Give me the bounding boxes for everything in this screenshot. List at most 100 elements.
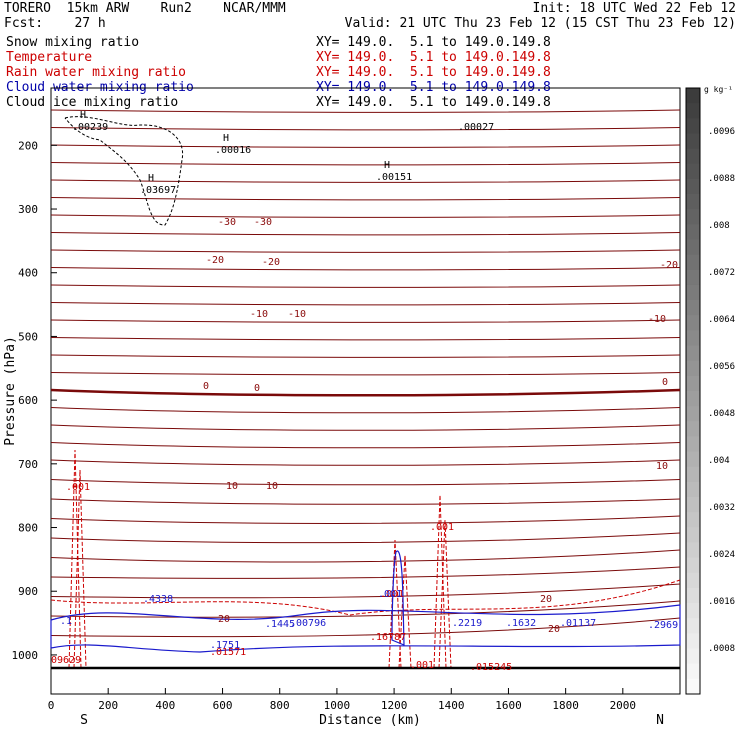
colorbar-tick-label: .0048 <box>708 409 735 419</box>
isotherm <box>50 388 681 397</box>
colorbar-swatch <box>686 663 700 680</box>
colorbar-swatch <box>686 163 700 180</box>
colorbar-swatch <box>686 315 700 331</box>
colorbar-swatch <box>686 678 700 695</box>
isotherm <box>50 109 681 113</box>
colorbar-swatch <box>686 300 700 316</box>
x-tick-label: 200 <box>98 699 118 712</box>
legend-temperature: Temperature <box>6 50 93 65</box>
snow-contour <box>64 116 184 226</box>
x-tick-label: 600 <box>213 699 233 712</box>
x-tick-label: 1600 <box>495 699 522 712</box>
north-label: N <box>656 713 664 728</box>
valid-time: Valid: 21 UTC Thu 23 Feb 12 (15 CST Thu … <box>344 16 736 31</box>
colorbar-swatch <box>686 360 700 377</box>
colorbar-tick-label: .0024 <box>708 550 735 560</box>
legend-cloud-ice: Cloud ice mixing ratio <box>6 95 179 110</box>
isotherm <box>50 249 681 253</box>
x-tick-label: 1800 <box>552 699 579 712</box>
extremum-marker: H <box>384 160 390 171</box>
colorbar-tick-label: .0072 <box>708 268 735 278</box>
extremum-value: .00151 <box>376 172 412 183</box>
temperature-label: 10 <box>656 461 668 472</box>
colorbar-swatch <box>686 148 700 165</box>
rain-contours <box>50 449 681 669</box>
cloud-label: .01137 <box>560 618 596 629</box>
temperature-contours <box>50 109 681 638</box>
y-tick-label: 500 <box>18 330 38 343</box>
x-tick-label: 1000 <box>324 699 351 712</box>
isotherm <box>50 498 681 505</box>
isotherm <box>50 600 681 618</box>
colorbar-swatch <box>686 330 700 347</box>
cloud-contour <box>391 550 405 646</box>
rain-label: 09629 <box>51 655 81 666</box>
colorbar-swatch <box>686 572 700 589</box>
rain-contour <box>50 579 681 616</box>
rain-contour <box>438 519 452 669</box>
isotherm <box>50 442 681 449</box>
isotherm <box>50 583 681 599</box>
rain-label: .001 <box>380 589 404 600</box>
y-axis: 200 300 400 500 600 700 800 900 1000 <box>12 139 57 662</box>
rain-contour <box>68 449 82 669</box>
temperature-label: -20 <box>262 257 280 268</box>
extremum-marker: H <box>223 133 229 144</box>
temperature-label: -10 <box>250 309 268 320</box>
x-axis-label: Distance (km) <box>319 713 421 728</box>
colorbar-tick-label: .0032 <box>708 503 735 513</box>
temperature-label: -20 <box>660 260 678 271</box>
colorbar-swatch <box>686 103 700 119</box>
colorbar-swatch <box>686 587 700 604</box>
colorbar-tick-label: .0088 <box>708 174 735 184</box>
colorbar-swatch <box>686 648 700 665</box>
south-label: S <box>80 713 88 728</box>
colorbar-swatch <box>686 618 700 634</box>
temperature-label: 20 <box>218 614 230 625</box>
isotherm <box>50 459 681 466</box>
cloud-contour <box>50 604 681 653</box>
colorbar-tick-label: .0064 <box>708 315 735 325</box>
colorbar-frame <box>685 87 701 695</box>
legend-rain-coords: XY= 149.0. 5.1 to 149.0.149.8 <box>316 65 551 80</box>
temperature-label: -10 <box>288 309 306 320</box>
contour-labels: -30 -30 -20 -20 -20 -10 -10 -10 0 0 0 10 10 10 20 20 20 H… <box>51 110 678 673</box>
colorbar-swatch <box>686 88 700 104</box>
y-tick-label: 400 <box>18 267 38 280</box>
legend-temperature-coords: XY= 149.0. 5.1 to 149.0.149.8 <box>316 50 551 65</box>
cloud-label: .00796 <box>290 618 326 629</box>
colorbar-tick-label: .004 <box>708 456 730 466</box>
colorbar-swatch <box>686 421 700 437</box>
colorbar-swatch <box>686 194 700 210</box>
extremum-value: .03697 <box>140 185 176 196</box>
isotherm <box>50 337 681 341</box>
y-tick-label: 900 <box>18 585 38 598</box>
x-tick-label: 0 <box>48 699 55 712</box>
colorbar-tick-label: .0016 <box>708 597 735 607</box>
colorbar-swatch <box>686 133 700 150</box>
y-tick-label: 600 <box>18 394 38 407</box>
isotherm <box>50 127 681 131</box>
rain-contour <box>433 494 447 669</box>
cloud-label: .1632 <box>506 618 536 629</box>
rain-label: .001 <box>410 660 434 671</box>
colorbar-swatch <box>686 118 700 134</box>
cloud-label: .4338 <box>143 594 173 605</box>
isotherm <box>50 532 681 544</box>
colorbar-tick-label: .0056 <box>708 362 735 372</box>
rain-contour <box>388 539 402 669</box>
temperature-label: -20 <box>206 255 224 266</box>
temperature-label: 0 <box>203 381 209 392</box>
isotherm <box>50 424 681 431</box>
colorbar-swatch <box>686 345 700 362</box>
legend-cloud-ice-coords: XY= 149.0. 5.1 to 149.0.149.8 <box>316 95 551 110</box>
colorbar-tick-label: .008 <box>708 221 730 231</box>
colorbar-swatch <box>686 406 700 422</box>
colorbar-swatch <box>686 269 700 286</box>
temperature-label: -30 <box>254 217 272 228</box>
colorbar-swatch <box>686 451 700 468</box>
temperature-label: 10 <box>266 481 278 492</box>
isotherm <box>50 617 681 638</box>
cloud-label: .1751 <box>210 640 240 651</box>
